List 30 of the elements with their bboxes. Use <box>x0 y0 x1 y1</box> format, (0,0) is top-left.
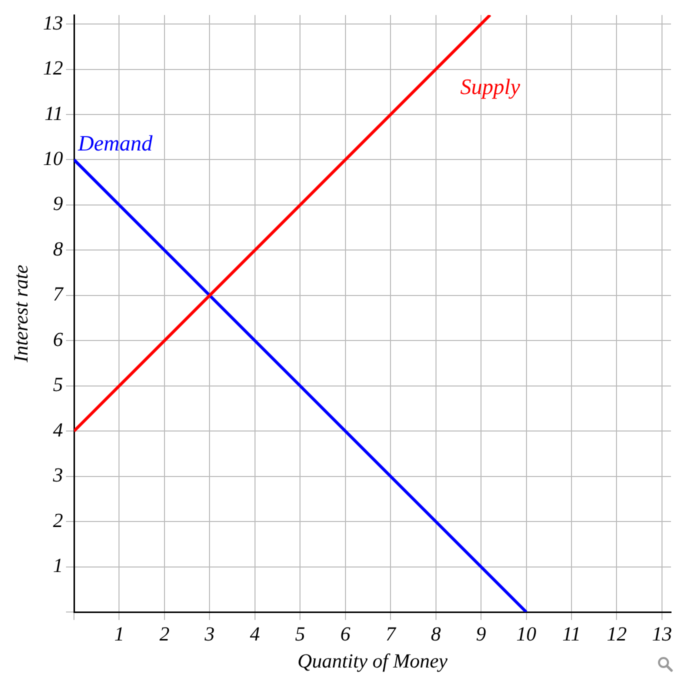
x-tick-label: 5 <box>295 623 306 646</box>
y-tick-label: 4 <box>53 419 63 442</box>
x-tick-label: 6 <box>340 623 350 646</box>
y-tick-label: 1 <box>53 555 63 578</box>
y-tick-label: 12 <box>43 58 63 80</box>
x-tick-label: 2 <box>159 623 170 646</box>
x-tick-label: 4 <box>250 623 260 646</box>
series-label: Supply <box>460 74 520 99</box>
y-tick-label: 9 <box>53 193 63 216</box>
x-tick-label: 3 <box>204 623 215 646</box>
y-tick-label: 6 <box>53 328 63 351</box>
x-tick-label: 8 <box>430 623 441 646</box>
y-axis-title: Interest rate <box>10 264 32 364</box>
y-tick-label: 10 <box>43 148 63 170</box>
y-tick-label: 7 <box>53 284 64 306</box>
x-tick-label: 11 <box>562 623 581 646</box>
y-tick-label: 11 <box>44 102 63 125</box>
x-tick-label: 7 <box>386 623 397 646</box>
y-tick-label: 2 <box>53 510 63 532</box>
x-tick-label: 10 <box>516 623 536 646</box>
y-tick-label: 13 <box>43 12 63 34</box>
y-tick-label: 8 <box>53 238 63 260</box>
series-label: Demand <box>77 130 154 156</box>
x-tick-label: 13 <box>652 623 672 646</box>
x-axis-title: Quantity of Money <box>298 650 448 672</box>
x-tick-label: 9 <box>476 623 486 646</box>
x-tick-label: 1 <box>114 623 124 646</box>
y-tick-label: 5 <box>53 374 63 396</box>
y-tick-label: 3 <box>52 464 63 487</box>
x-tick-label: 12 <box>606 623 627 646</box>
